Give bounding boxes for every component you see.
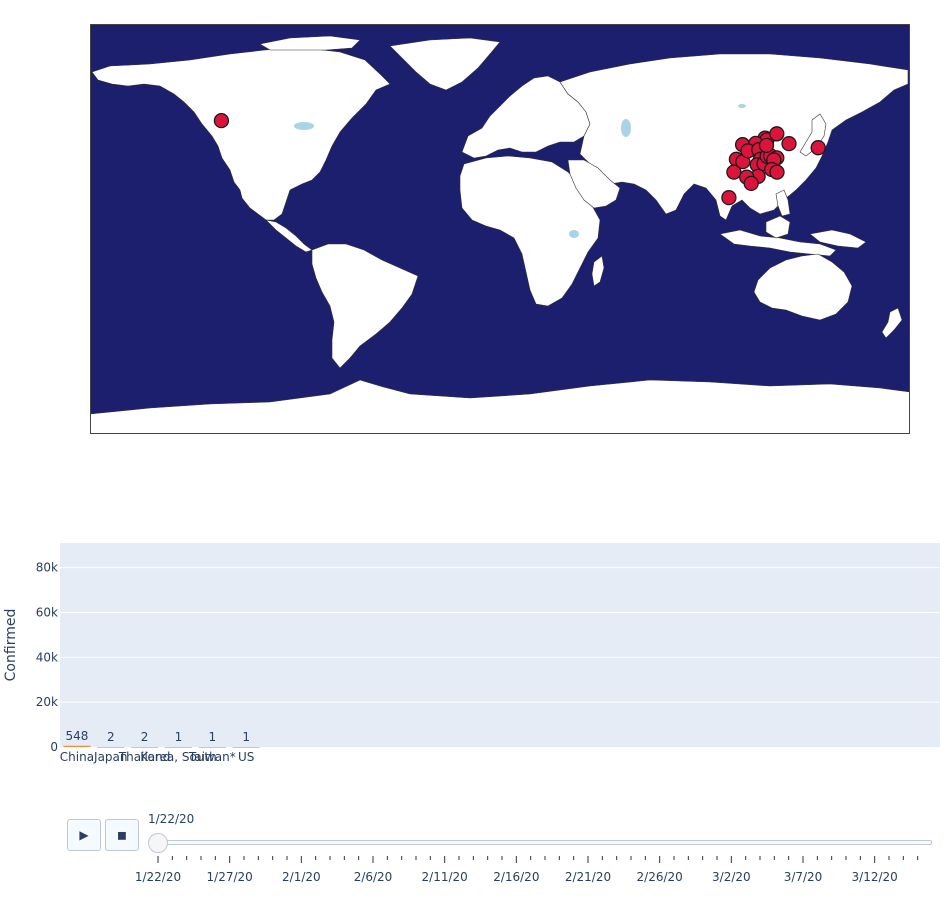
case-marker[interactable]	[721, 189, 737, 206]
slider-tick-label: 2/11/20	[422, 870, 468, 884]
land-greenland	[389, 37, 501, 91]
land-new-zealand	[881, 307, 903, 339]
bar-data-label: 2	[107, 730, 115, 744]
case-markers	[213, 112, 826, 206]
animation-controls: ▶ ◼ 1/22/20 1/22/20 1/27/20 2/1/20 2/6/20 2/…	[0, 800, 950, 900]
slider-tick-label: 3/2/20	[712, 870, 751, 884]
y-tick-label: 20k	[36, 695, 58, 709]
land-philippines	[775, 189, 791, 217]
slider-tick-label: 3/12/20	[852, 870, 898, 884]
land-arctic-islands	[259, 35, 361, 51]
bar[interactable]	[164, 747, 192, 748]
y-tick-label: 0	[50, 740, 58, 754]
land-australia	[753, 253, 853, 321]
land-antarctica	[90, 379, 910, 434]
pause-button[interactable]: ◼	[105, 819, 139, 851]
bar-data-label: 1	[208, 730, 216, 744]
land-borneo	[765, 215, 791, 239]
case-marker[interactable]	[810, 140, 826, 156]
gridlines	[60, 567, 940, 703]
x-tick-label: Japan	[93, 750, 127, 764]
case-marker[interactable]	[726, 164, 742, 180]
x-tick-label: China	[60, 750, 94, 764]
lake-victoria	[569, 230, 579, 238]
x-tick-label: Thailand	[118, 750, 171, 764]
bar-chart[interactable]: 0 20k 40k 60k 80k Confirmed 548 2 2 1 1 1 China Ja…	[0, 530, 950, 780]
land-group	[90, 35, 910, 434]
x-tick-label: Korea, South	[140, 750, 217, 764]
y-tick-label: 60k	[36, 605, 58, 619]
play-button[interactable]: ▶	[67, 819, 101, 851]
case-marker[interactable]	[758, 137, 775, 154]
slider-tick-label: 2/26/20	[637, 870, 683, 884]
case-marker[interactable]	[781, 135, 797, 152]
slider-ticks: 1/22/20 1/27/20 2/1/20 2/6/20 2/11/20 2/16/20…	[135, 856, 919, 884]
case-marker[interactable]	[743, 175, 759, 192]
great-lakes	[294, 122, 314, 130]
lakes-group	[294, 104, 746, 238]
bar-data-label: 1	[242, 730, 250, 744]
slider-tick-label: 2/21/20	[565, 870, 611, 884]
slider-tick-label: 2/6/20	[354, 870, 393, 884]
map-frame	[90, 24, 910, 434]
lake-baikal	[738, 104, 746, 108]
y-tick-label: 80k	[36, 561, 58, 575]
land-south-america	[311, 243, 419, 369]
x-tick-label: US	[238, 750, 254, 764]
map-canvas	[90, 24, 910, 434]
bar[interactable]	[232, 747, 260, 748]
data-labels: 548 2 2 1 1 1	[65, 729, 250, 744]
case-marker[interactable]	[769, 126, 785, 142]
slider-tick-label: 2/16/20	[493, 870, 539, 884]
case-marker[interactable]	[213, 112, 230, 129]
frame-slider-handle[interactable]	[148, 833, 168, 853]
bar-data-label: 2	[141, 730, 149, 744]
bar[interactable]	[97, 747, 125, 748]
bars	[63, 745, 260, 748]
bar[interactable]	[198, 747, 226, 748]
slider-current-value: 1/22/20	[148, 812, 195, 826]
y-tick-labels: 0 20k 40k 60k 80k	[36, 561, 58, 754]
slider-tick-label: 2/1/20	[282, 870, 321, 884]
caspian-sea	[621, 119, 631, 137]
x-tick-label: Taiwan*	[188, 750, 236, 764]
land-japan	[799, 113, 827, 157]
bar[interactable]	[63, 745, 91, 747]
plot-area	[60, 543, 940, 747]
bar-data-label: 1	[175, 730, 183, 744]
bar[interactable]	[131, 747, 159, 748]
land-africa	[459, 155, 601, 307]
slider-tick-label: 1/27/20	[207, 870, 253, 884]
frame-slider-rail[interactable]	[158, 840, 932, 845]
land-arabia	[567, 159, 621, 209]
y-axis-title: Confirmed	[3, 609, 19, 682]
y-tick-label: 40k	[36, 650, 58, 664]
land-indonesia	[719, 229, 837, 257]
slider-tick-label: 3/7/20	[784, 870, 823, 884]
land-north-america	[91, 47, 391, 221]
land-madagascar	[591, 255, 605, 287]
slider-tick-label: 1/22/20	[135, 870, 181, 884]
world-map[interactable]	[90, 24, 910, 434]
bar-data-label: 548	[65, 729, 88, 743]
case-marker[interactable]	[769, 164, 785, 180]
land-new-guinea	[809, 229, 867, 249]
